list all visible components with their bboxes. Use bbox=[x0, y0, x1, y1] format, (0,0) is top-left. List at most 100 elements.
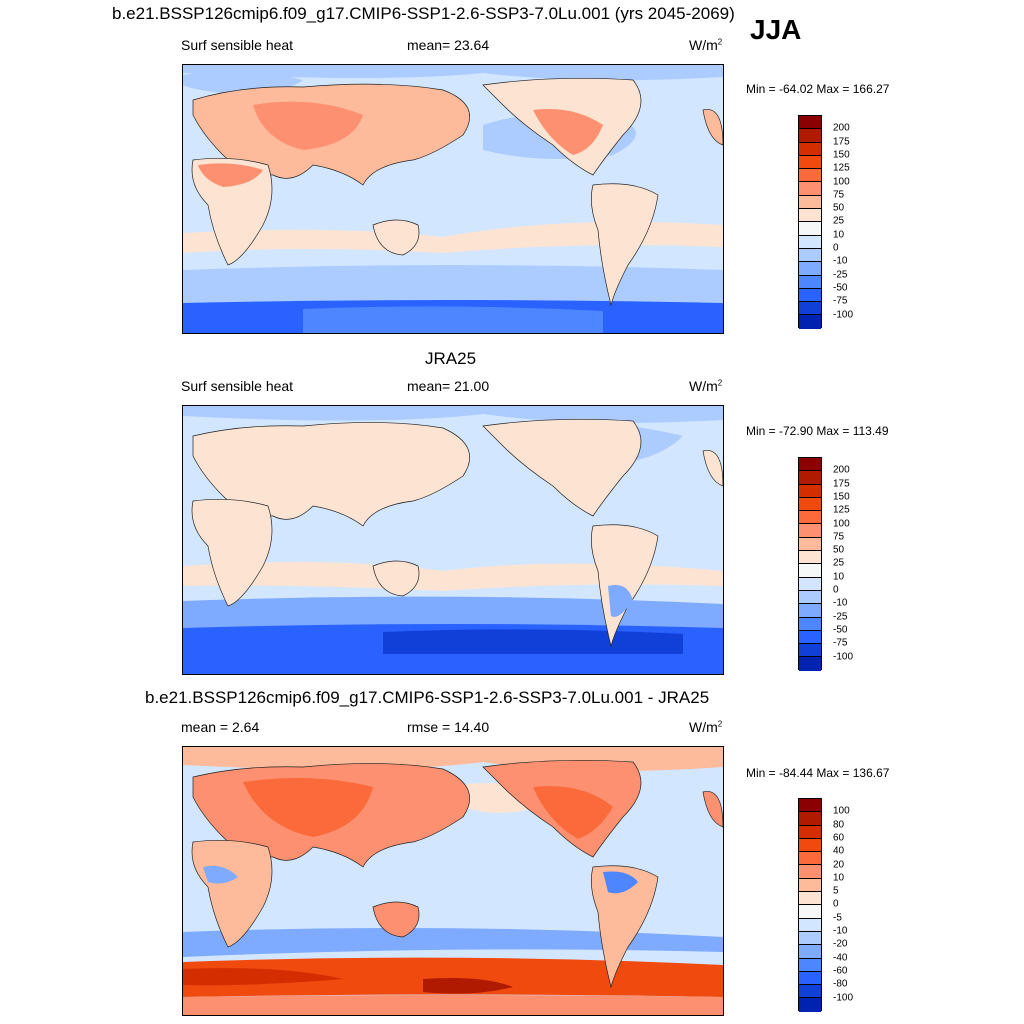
midlat-cool-band bbox=[183, 928, 723, 957]
north-america-hot bbox=[533, 109, 603, 155]
colorbar-swatch bbox=[799, 630, 821, 645]
colorbar-tick-label: 0 bbox=[833, 584, 839, 596]
antarctica-strong bbox=[303, 306, 603, 333]
southern-ocean-cool bbox=[183, 265, 723, 303]
panel2-map bbox=[182, 405, 724, 675]
colorbar-tick-label: -20 bbox=[833, 938, 848, 950]
colorbar-tick-label: -10 bbox=[833, 925, 848, 937]
colorbar-tick-label: 100 bbox=[833, 176, 850, 187]
colorbar-tick-label: 100 bbox=[833, 518, 850, 529]
colorbar-tick-label: -75 bbox=[833, 637, 848, 649]
south-america bbox=[591, 183, 659, 307]
panel3-map bbox=[182, 746, 724, 1016]
colorbar-tick-label: -75 bbox=[833, 295, 848, 307]
colorbar-swatch bbox=[799, 537, 821, 552]
north-america-hot bbox=[533, 786, 613, 839]
colorbar-tick-label: 5 bbox=[833, 885, 839, 897]
south-subtropic-warm bbox=[183, 562, 723, 591]
colorbar-swatch bbox=[799, 892, 821, 906]
panel2-title: JRA25 bbox=[425, 349, 477, 368]
colorbar-tick-label: -100 bbox=[833, 309, 854, 320]
colorbar-swatch bbox=[799, 116, 821, 130]
colorbar-tick-label: 125 bbox=[833, 504, 850, 516]
colorbar-swatch bbox=[799, 155, 821, 170]
panel1-title: b.e21.BSSP126cmip6.f09_g17.CMIP6-SSP1-2.… bbox=[112, 4, 735, 23]
colorbar-tick-label: -60 bbox=[833, 965, 848, 977]
panel3-rmse-label: rmse = 14.40 bbox=[407, 719, 490, 735]
colorbar-tick-label: 175 bbox=[833, 136, 850, 148]
south-america bbox=[591, 865, 659, 989]
colorbar-swatch bbox=[799, 799, 821, 813]
panel3-units: W/m2 bbox=[689, 719, 723, 735]
colorbar-tick-label: 10 bbox=[833, 229, 845, 241]
colorbar-swatch bbox=[799, 945, 821, 959]
colorbar-swatch bbox=[799, 825, 821, 839]
panel2-minmax: Min = -72.90 Max = 113.49 bbox=[746, 424, 889, 438]
colorbar-tick-label: -50 bbox=[833, 624, 848, 636]
colorbar-tick-label: 10 bbox=[833, 872, 845, 884]
colorbar-tick-label: 0 bbox=[833, 898, 839, 910]
colorbar-tick-label: 0 bbox=[833, 242, 839, 254]
africa bbox=[191, 498, 273, 607]
australia bbox=[372, 560, 420, 597]
africa bbox=[191, 157, 273, 266]
southern-ocean-hotter bbox=[183, 968, 343, 986]
colorbar-tick-label: 25 bbox=[833, 557, 845, 569]
colorbar-swatch bbox=[799, 484, 821, 498]
colorbar-tick-label: -50 bbox=[833, 282, 848, 294]
colorbar-swatch bbox=[799, 838, 821, 853]
colorbar-swatch bbox=[799, 142, 821, 156]
colorbar-swatch bbox=[799, 878, 821, 893]
colorbar-swatch bbox=[799, 129, 821, 143]
arctic-cold bbox=[183, 65, 723, 81]
colorbar-swatch bbox=[799, 852, 821, 866]
south-subtropic-warm bbox=[183, 221, 723, 253]
colorbar-swatch bbox=[799, 564, 821, 578]
colorbar-tick-label: 50 bbox=[833, 202, 845, 214]
colorbar-tick-label: 125 bbox=[833, 162, 850, 174]
colorbar-swatch bbox=[799, 275, 821, 289]
colorbar-tick-label: 200 bbox=[833, 122, 850, 134]
colorbar-swatch bbox=[799, 288, 821, 303]
sahara-hot bbox=[198, 163, 263, 187]
colorbar-swatch bbox=[799, 985, 821, 999]
europe-west bbox=[702, 791, 723, 828]
colorbar-swatch bbox=[799, 971, 821, 986]
colorbar-swatch bbox=[799, 235, 821, 249]
colorbar-swatch bbox=[799, 551, 821, 565]
colorbar-swatch bbox=[799, 302, 821, 316]
colorbar-swatch bbox=[799, 511, 821, 525]
southern-ocean-hot bbox=[183, 957, 723, 997]
colorbar-swatch bbox=[799, 315, 821, 329]
southern-ocean-deep bbox=[383, 629, 683, 654]
colorbar-tick-label: -10 bbox=[833, 255, 848, 267]
colorbar-swatch bbox=[799, 182, 821, 196]
colorbar-tick-label: -80 bbox=[833, 978, 848, 990]
colorbar-tick-label: -100 bbox=[833, 651, 854, 662]
panel1-units: W/m2 bbox=[689, 37, 723, 53]
panel2-units: W/m2 bbox=[689, 378, 723, 394]
antarctica-warm bbox=[183, 995, 723, 1015]
colorbar-swatch bbox=[799, 169, 821, 183]
colorbar-swatch bbox=[799, 195, 821, 210]
south-america bbox=[591, 524, 659, 648]
panel1-variable-label: Surf sensible heat bbox=[181, 37, 294, 53]
panel3-colorbar bbox=[798, 798, 822, 1012]
colorbar-swatch bbox=[799, 657, 821, 671]
colorbar-swatch bbox=[799, 617, 821, 631]
colorbar-swatch bbox=[799, 958, 821, 972]
arctic-cool bbox=[183, 406, 723, 423]
panel3-mean-label: mean = 2.64 bbox=[181, 719, 260, 735]
colorbar-tick-label: 75 bbox=[833, 531, 845, 543]
colorbar-swatch bbox=[799, 222, 821, 236]
colorbar-swatch bbox=[799, 524, 821, 538]
colorbar-swatch bbox=[799, 644, 821, 658]
africa-cool bbox=[203, 865, 238, 884]
australia bbox=[372, 901, 420, 938]
colorbar-swatch bbox=[799, 458, 821, 472]
colorbar-swatch bbox=[799, 248, 821, 263]
panel2-variable-label: Surf sensible heat bbox=[181, 378, 294, 394]
colorbar-swatch bbox=[799, 931, 821, 946]
colorbar-swatch bbox=[799, 905, 821, 919]
colorbar-tick-label: -25 bbox=[833, 269, 848, 281]
